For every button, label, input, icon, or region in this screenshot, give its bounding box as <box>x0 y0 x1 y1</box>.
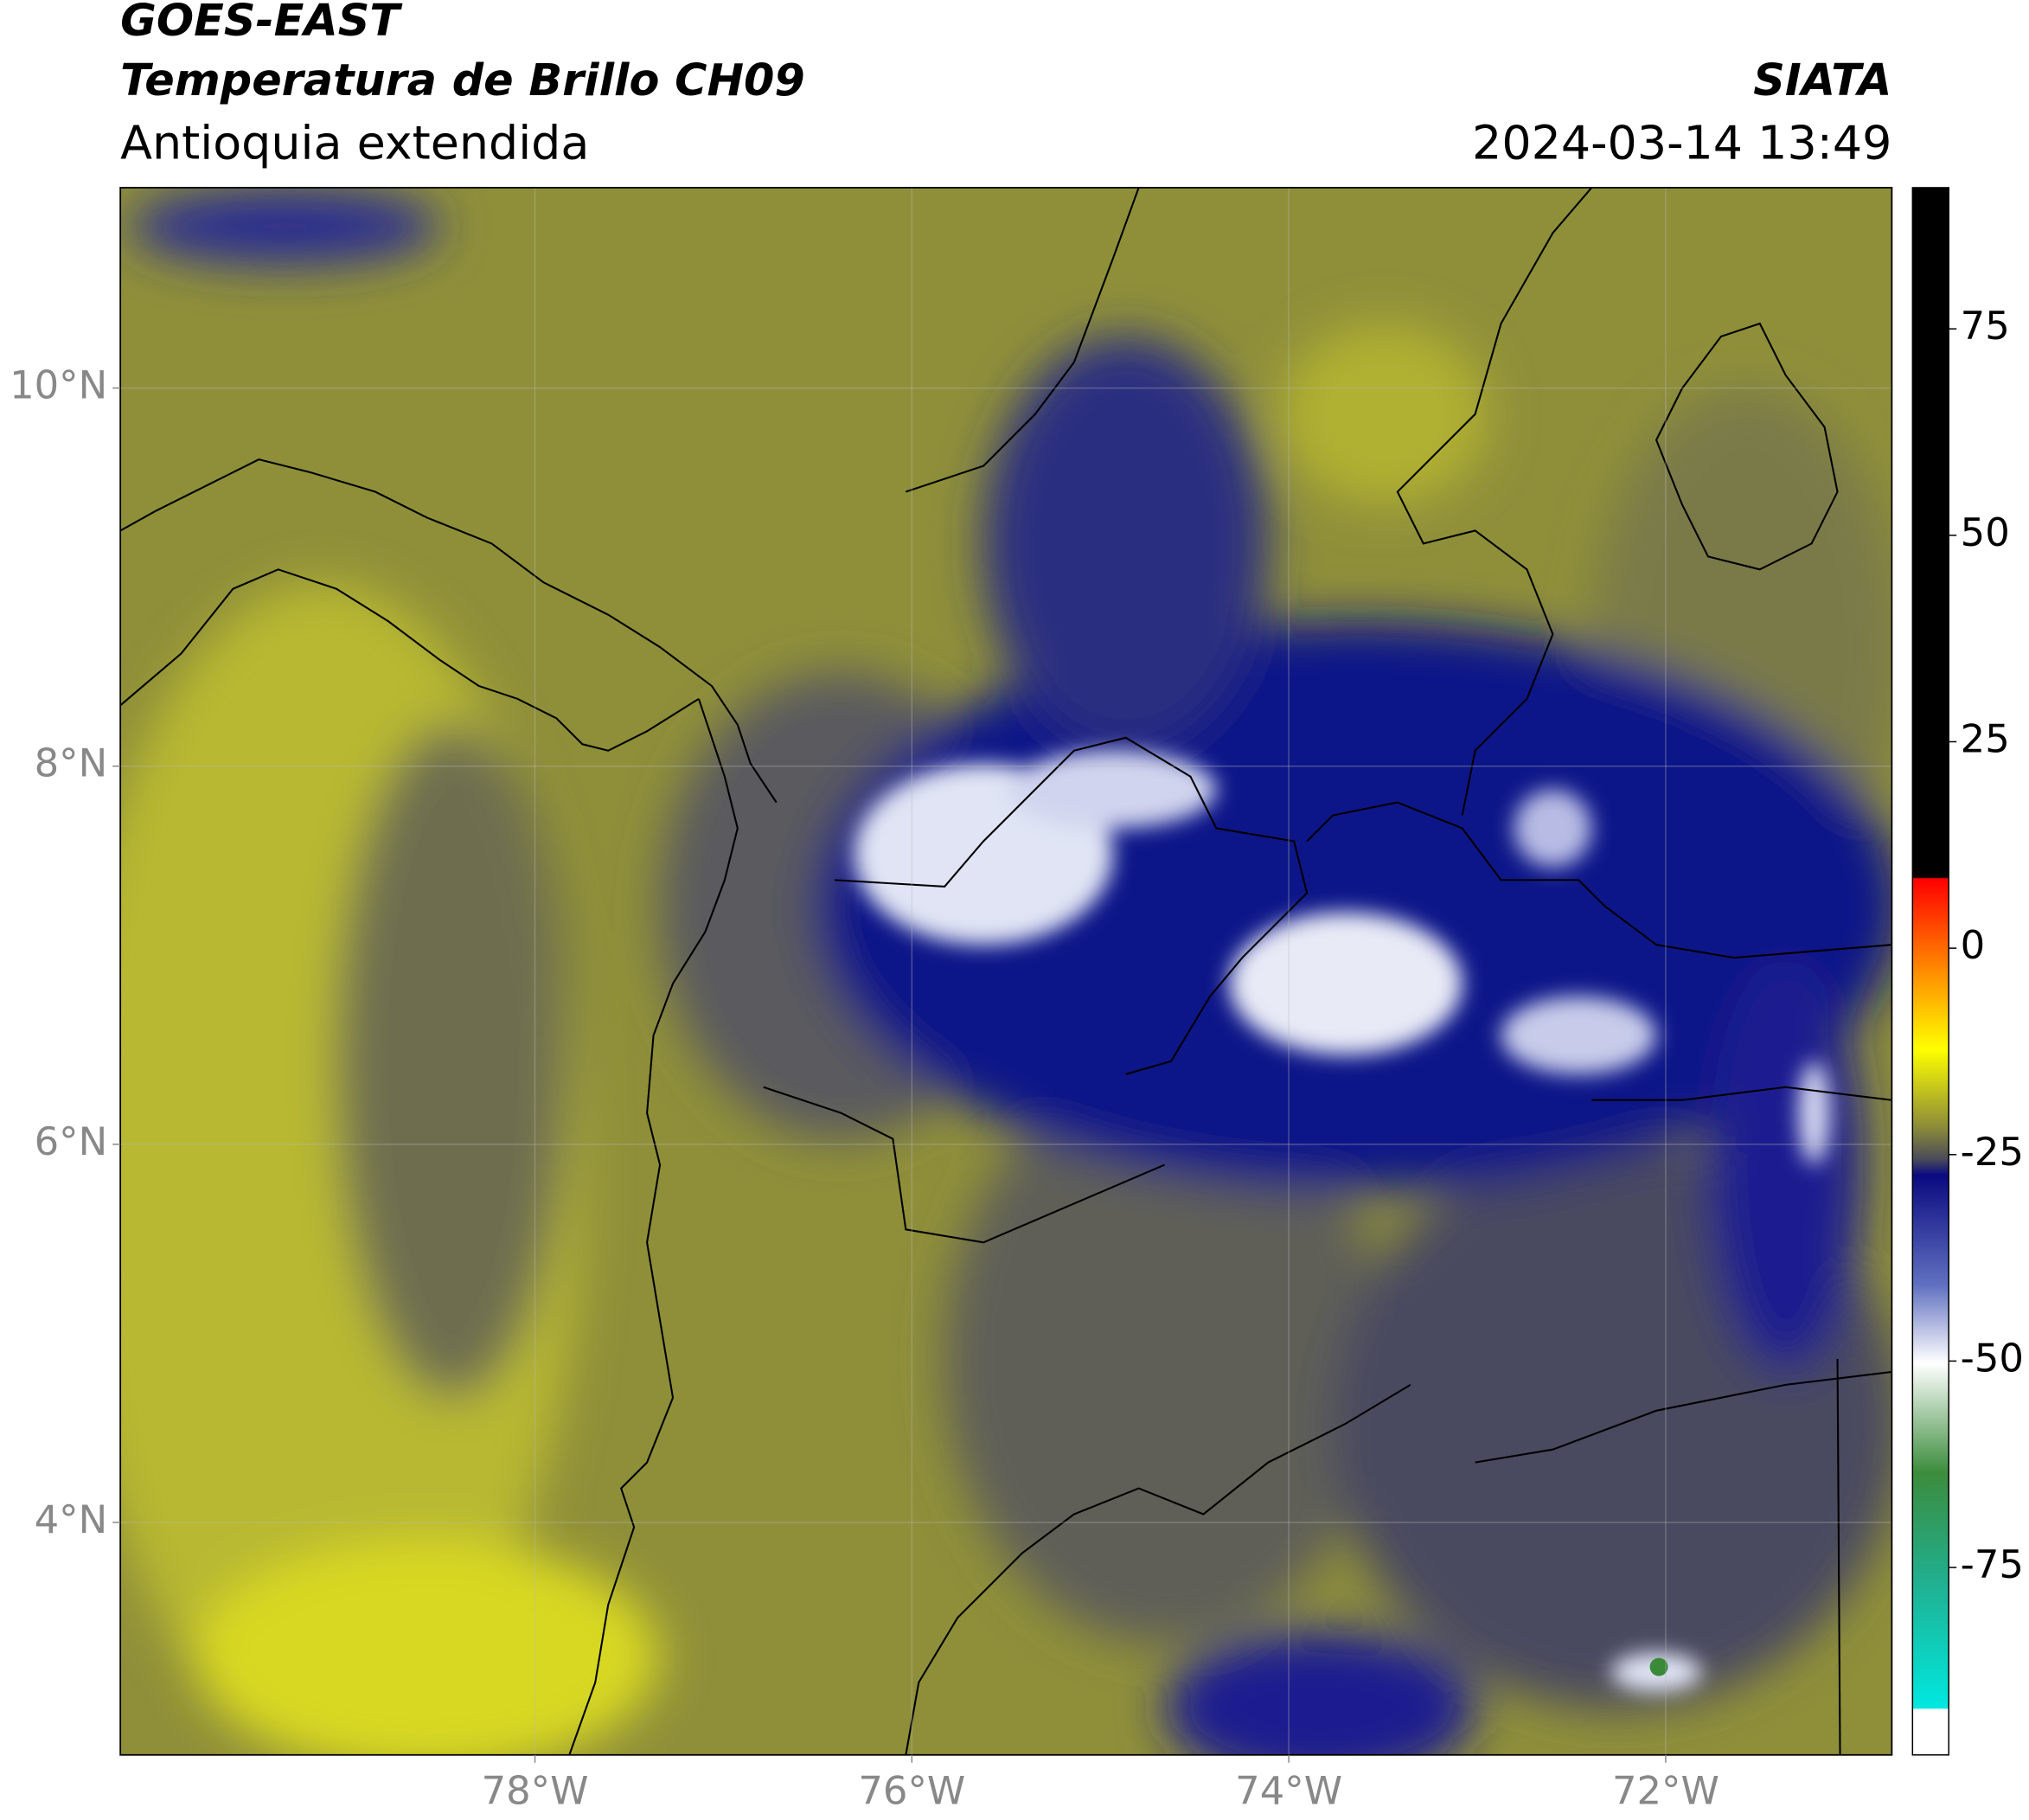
y-tick-label: 4°N <box>35 1496 108 1542</box>
colorbar-tick-label: -50 <box>1961 1335 2024 1381</box>
x-tick-label: 74°W <box>1235 1768 1342 1814</box>
x-tick-label: 72°W <box>1612 1768 1719 1814</box>
colorbar-tick-label: 50 <box>1961 509 2010 555</box>
colorbar-tick-label: 75 <box>1961 303 2010 349</box>
map-frame <box>119 187 1893 1756</box>
timestamp: 2024-03-14 13:49 <box>1472 116 1891 170</box>
y-tick-label: 10°N <box>10 362 107 408</box>
colorbar-tick-label: 25 <box>1961 715 2010 761</box>
colorbar-tick-label: -75 <box>1961 1541 2024 1587</box>
colorbar-tick-label: -25 <box>1961 1129 2024 1175</box>
graticule <box>120 187 1892 1755</box>
subtitle: Temperatura de Brillo CH09 <box>120 54 805 106</box>
x-tick-label: 76°W <box>858 1768 965 1814</box>
colorbar-tick-label: 0 <box>1961 922 1986 968</box>
title: GOES-EAST <box>120 0 403 46</box>
region: Antioquia extendida <box>120 116 589 170</box>
satellite-image <box>120 187 1892 1755</box>
ticks: 78°W 76°W 74°W 72°W 4°N 6°N 8°N 10°N -75 -50 -25 0 2… <box>10 303 2024 1813</box>
y-tick-label: 6°N <box>35 1118 108 1164</box>
y-tick-label: 8°N <box>35 740 108 786</box>
colorbar <box>1911 187 1949 1756</box>
source: SIATA <box>1753 54 1891 106</box>
x-tick-label: 78°W <box>482 1768 589 1814</box>
